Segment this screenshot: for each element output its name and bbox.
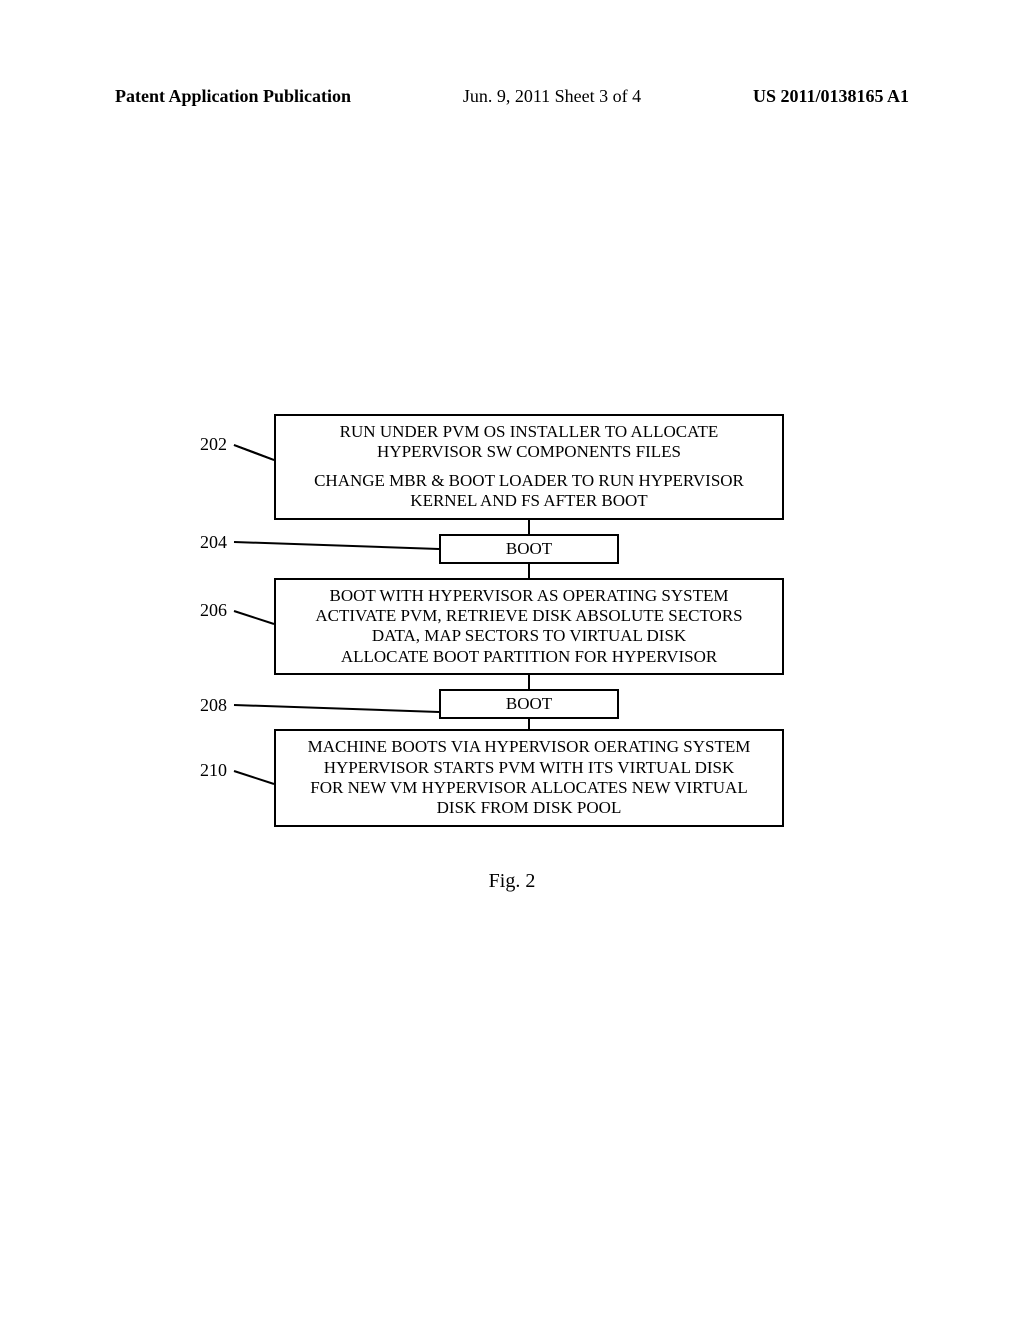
boot-label: BOOT: [506, 539, 552, 558]
header-center: Jun. 9, 2011 Sheet 3 of 4: [463, 86, 641, 107]
leader-line-202: [234, 440, 274, 470]
node-text: RUN UNDER PVM OS INSTALLER TO ALLOCATE: [286, 422, 772, 442]
leader-line-206: [234, 606, 274, 631]
ref-label-202: 202: [200, 434, 227, 455]
flow-node-210: MACHINE BOOTS VIA HYPERVISOR OERATING SY…: [274, 729, 784, 827]
ref-label-208: 208: [200, 695, 227, 716]
header-right: US 2011/0138165 A1: [753, 86, 909, 107]
ref-label-210: 210: [200, 760, 227, 781]
flow-connector: [528, 564, 530, 578]
node-text: BOOT WITH HYPERVISOR AS OPERATING SYSTEM: [286, 586, 772, 606]
boot-label: BOOT: [506, 694, 552, 713]
flow-connector: [528, 520, 530, 534]
flowchart: RUN UNDER PVM OS INSTALLER TO ALLOCATE H…: [274, 414, 784, 827]
flow-connector: [528, 675, 530, 689]
node-text: DATA, MAP SECTORS TO VIRTUAL DISK: [286, 626, 772, 646]
node-text: KERNEL AND FS AFTER BOOT: [286, 491, 772, 511]
leader-line-208: [234, 703, 439, 715]
header-left: Patent Application Publication: [115, 86, 351, 107]
node-text: HYPERVISOR STARTS PVM WITH ITS VIRTUAL D…: [286, 758, 772, 778]
node-text: CHANGE MBR & BOOT LOADER TO RUN HYPERVIS…: [286, 471, 772, 491]
leader-line-204: [234, 540, 439, 552]
flow-connector: [528, 719, 530, 729]
figure-caption: Fig. 2: [0, 870, 1024, 893]
ref-label-206: 206: [200, 600, 227, 621]
node-text: ALLOCATE BOOT PARTITION FOR HYPERVISOR: [286, 647, 772, 667]
node-text: MACHINE BOOTS VIA HYPERVISOR OERATING SY…: [286, 737, 772, 757]
leader-line-210: [234, 766, 274, 791]
flow-node-202: RUN UNDER PVM OS INSTALLER TO ALLOCATE H…: [274, 414, 784, 520]
flow-node-206: BOOT WITH HYPERVISOR AS OPERATING SYSTEM…: [274, 578, 784, 676]
node-text: HYPERVISOR SW COMPONENTS FILES: [286, 442, 772, 462]
node-text: DISK FROM DISK POOL: [286, 798, 772, 818]
node-text: FOR NEW VM HYPERVISOR ALLOCATES NEW VIRT…: [286, 778, 772, 798]
node-text: ACTIVATE PVM, RETRIEVE DISK ABSOLUTE SEC…: [286, 606, 772, 626]
flow-node-204-boot: BOOT: [439, 534, 619, 564]
page-header: Patent Application Publication Jun. 9, 2…: [115, 86, 909, 107]
ref-label-204: 204: [200, 532, 227, 553]
flow-node-208-boot: BOOT: [439, 689, 619, 719]
